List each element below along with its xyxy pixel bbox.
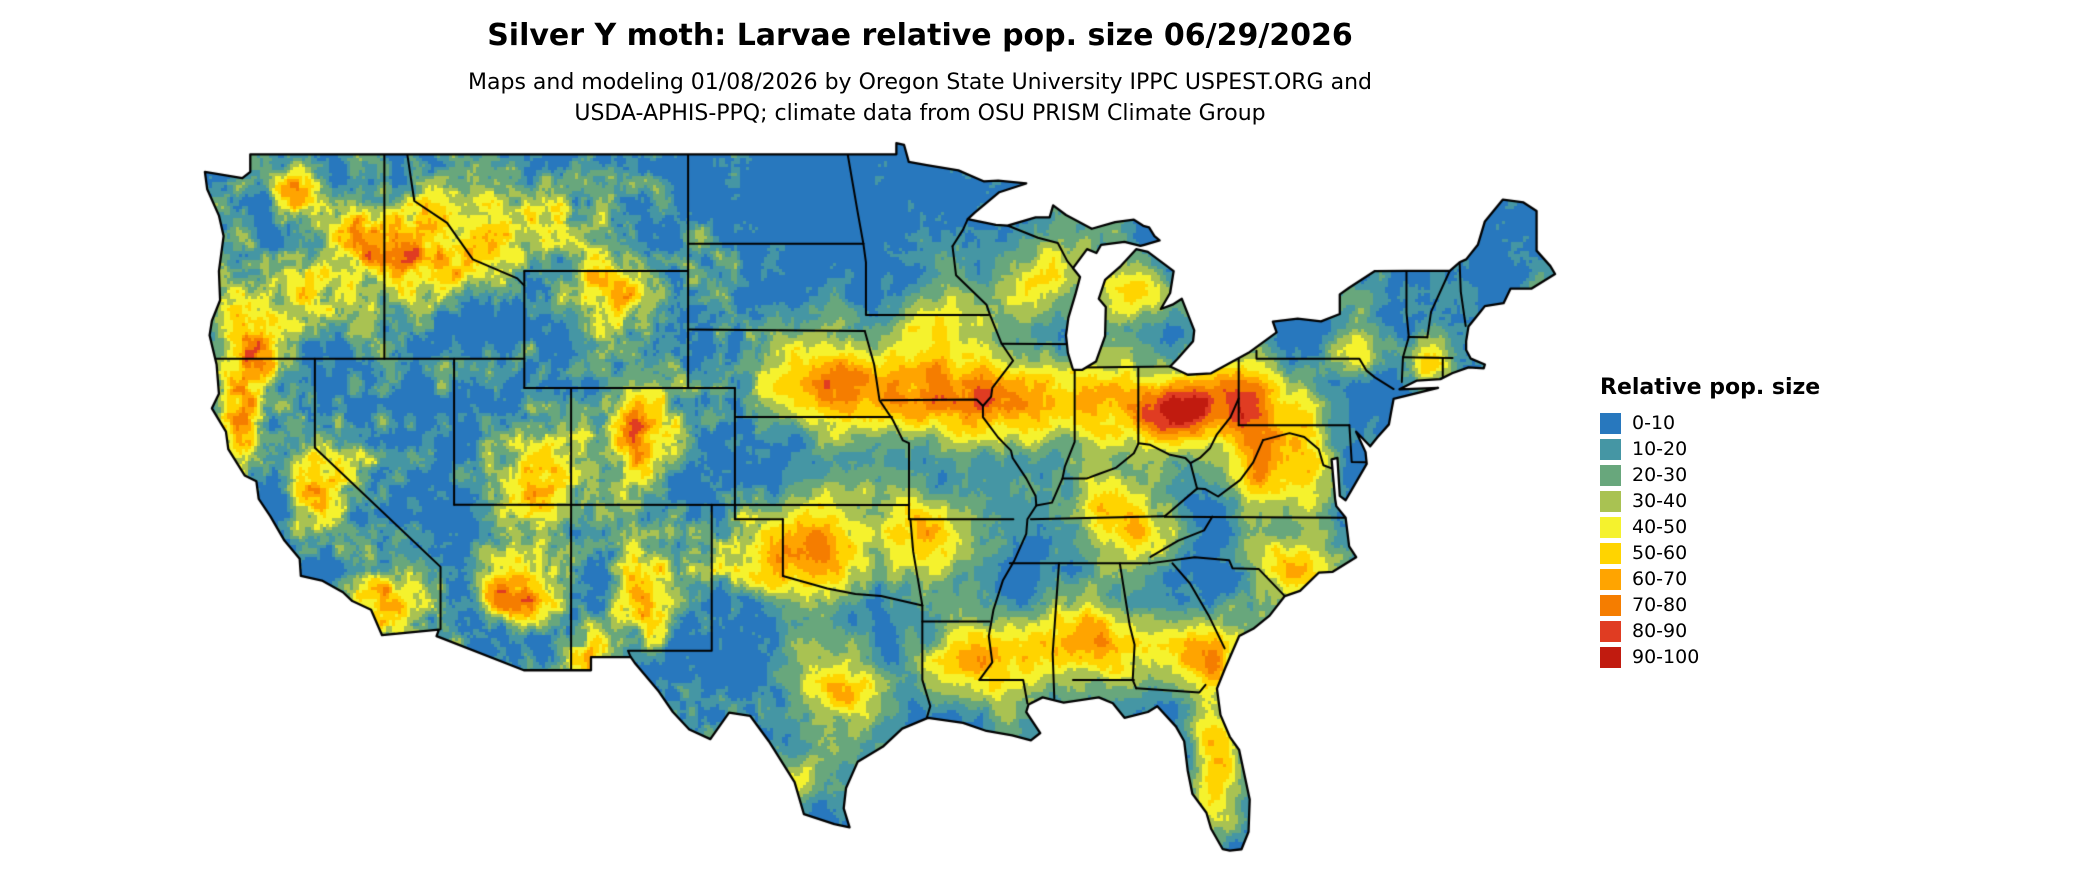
legend-swatch [1600, 516, 1621, 538]
legend-item: 90-100 [1600, 644, 1820, 670]
legend-item: 50-60 [1600, 540, 1820, 566]
legend-item: 10-20 [1600, 436, 1820, 462]
legend-item: 60-70 [1600, 566, 1820, 592]
us-relative-population-map [185, 128, 1565, 878]
legend-swatch [1600, 542, 1621, 564]
map-subtitle: Maps and modeling 01/08/2026 by Oregon S… [0, 67, 1840, 129]
legend-label: 50-60 [1632, 542, 1688, 564]
legend-label: 90-100 [1632, 646, 1700, 668]
legend-item: 70-80 [1600, 592, 1820, 618]
legend-item: 0-10 [1600, 410, 1820, 436]
legend-label: 60-70 [1632, 568, 1688, 590]
legend-item: 80-90 [1600, 618, 1820, 644]
legend-swatch [1600, 646, 1621, 668]
legend-items: 0-10 10-20 20-30 30-40 40-50 50-60 60-70 70-80 8… [1600, 410, 1820, 670]
legend-label: 30-40 [1632, 490, 1688, 512]
legend-swatch [1600, 620, 1621, 642]
map-legend: Relative pop. size 0-10 10-20 20-30 30-40 40… [1600, 375, 1820, 670]
legend-label: 10-20 [1632, 438, 1688, 460]
legend-swatch [1600, 438, 1621, 460]
map-subtitle-line2: USDA-APHIS-PPQ; climate data from OSU PR… [574, 101, 1266, 126]
legend-title: Relative pop. size [1600, 375, 1821, 400]
legend-item: 30-40 [1600, 488, 1820, 514]
legend-item: 20-30 [1600, 462, 1820, 488]
legend-swatch [1600, 490, 1621, 512]
legend-label: 0-10 [1632, 412, 1676, 434]
legend-item: 40-50 [1600, 514, 1820, 540]
legend-swatch [1600, 568, 1621, 590]
legend-label: 70-80 [1632, 594, 1688, 616]
map-title: Silver Y moth: Larvae relative pop. size… [487, 18, 1353, 53]
figure-header: Silver Y moth: Larvae relative pop. size… [0, 0, 1840, 129]
legend-swatch [1600, 464, 1621, 486]
legend-label: 40-50 [1632, 516, 1688, 538]
legend-label: 80-90 [1632, 620, 1688, 642]
legend-label: 20-30 [1632, 464, 1688, 486]
legend-swatch [1600, 412, 1621, 434]
map-subtitle-line1: Maps and modeling 01/08/2026 by Oregon S… [468, 70, 1372, 95]
legend-swatch [1600, 594, 1621, 616]
